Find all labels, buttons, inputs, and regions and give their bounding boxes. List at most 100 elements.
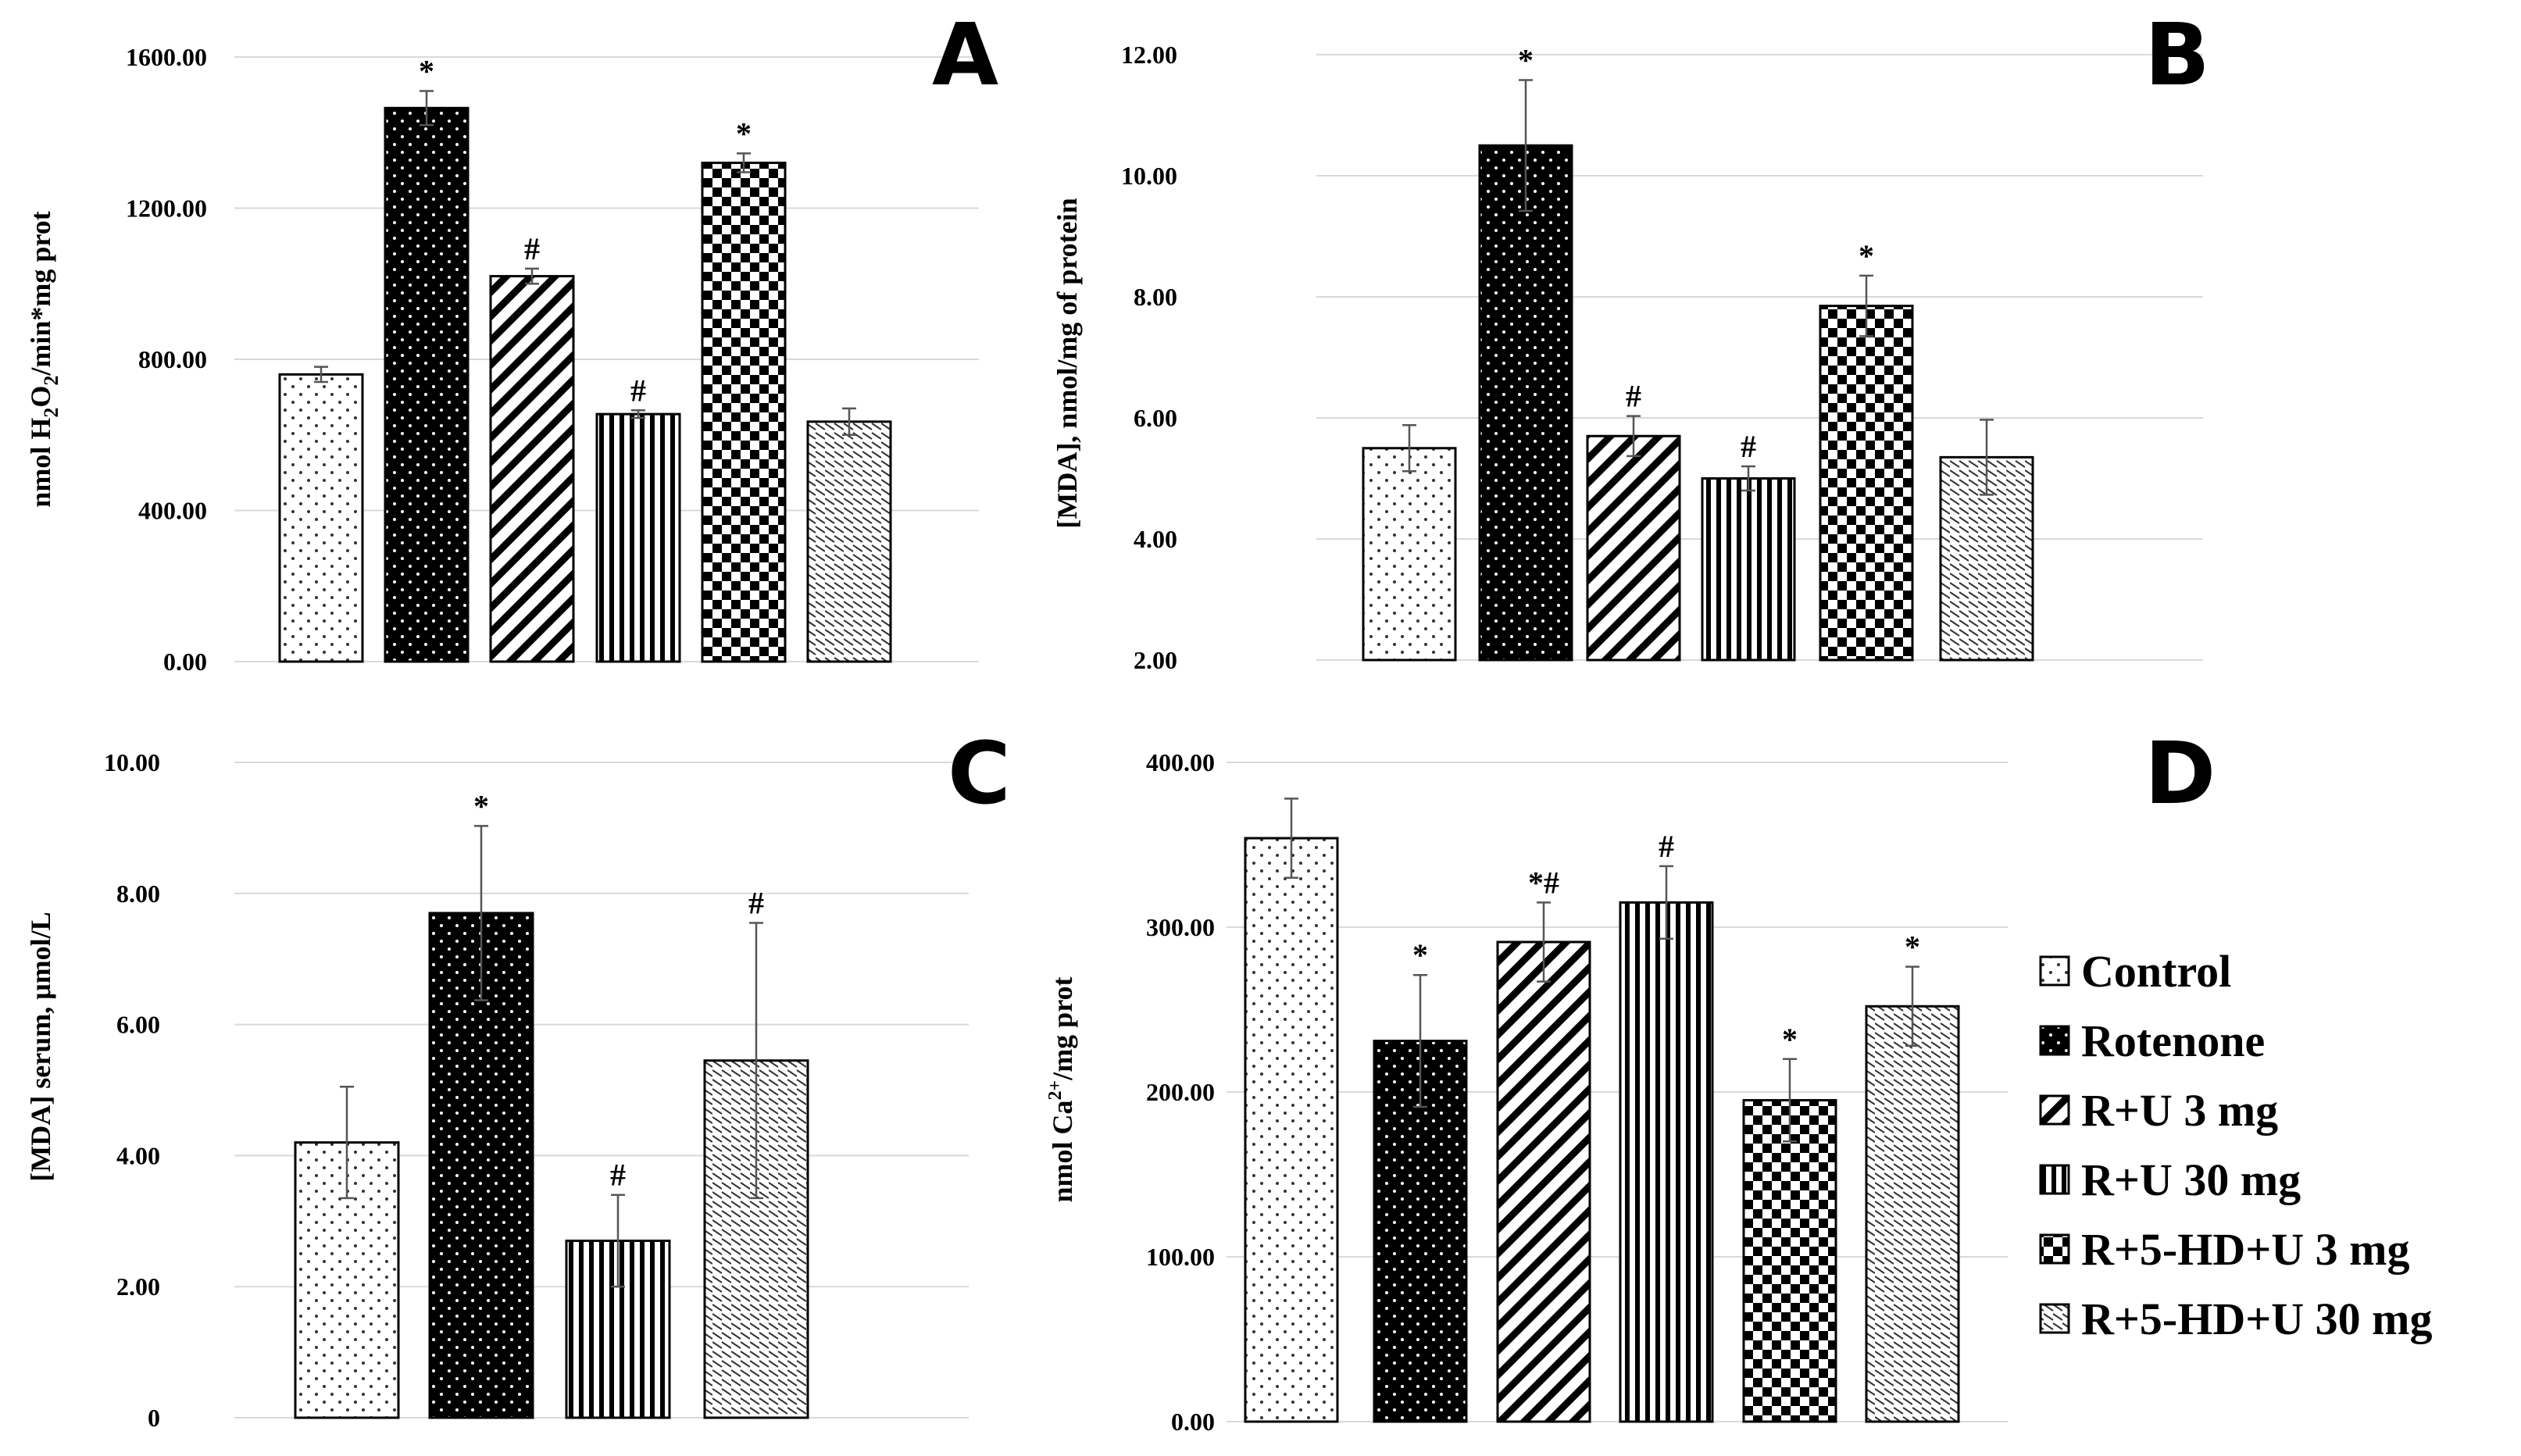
panel-letter-d: D: [2144, 723, 2216, 823]
panel-d-significance-r-5-hd-u-30-mg: *: [1905, 930, 1920, 965]
panel-d-significance-r-u-3-mg: *#: [1528, 865, 1559, 900]
panel-c-errorbar-r-u-30-mg: [611, 1194, 625, 1288]
panel-b-chart: 2.00 4.00 6.00 8.00 10.00 12.00 [MDA], nmol/mg…: [1052, 41, 2203, 674]
panel-b-errorbar-rotenone: [1519, 79, 1533, 212]
panel-a-errorbar-rotenone: [420, 90, 434, 127]
panel-b-ytick-label: 12.00: [1121, 41, 1177, 69]
panel-b-significance-rotenone: *: [1518, 43, 1534, 78]
legend-label-rotenone: Rotenone: [2081, 1015, 2265, 1066]
panel-b-errorbar-r-u-30-mg: [1741, 465, 1755, 492]
panel-a-ytick-label: 800.00: [138, 345, 207, 373]
panel-letter-a: A: [932, 5, 998, 105]
legend-swatch-control: [2039, 955, 2070, 987]
panel-b-ytick-label: 6.00: [1134, 404, 1177, 432]
panel-b-errorbar-control: [1402, 424, 1416, 473]
panel-d-ytick-label: 100.00: [1146, 1243, 1215, 1271]
panel-b-bar-r-u-3-mg: [1586, 434, 1681, 662]
panel-c-ytick-label: 8.00: [116, 880, 160, 908]
panel-b-significance-r-5-hd-u-3-mg: *: [1859, 238, 1874, 273]
panel-b-ytick-label: 10.00: [1121, 162, 1177, 190]
panel-a-ytick-label: 400.00: [138, 497, 207, 525]
legend-label-r-5-hd-u-3-mg: R+5-HD+U 3 mg: [2081, 1224, 2410, 1275]
panel-c-errorbar-rotenone: [474, 825, 488, 1001]
panel-a-errorbar-control: [314, 366, 328, 384]
legend-swatch-r-u-30-mg: [2039, 1164, 2070, 1195]
panel-c-ytick-label: 10.00: [104, 748, 160, 776]
legend-swatch-r-5-hd-u-30-mg: [2039, 1303, 2070, 1334]
panel-a-bar-r-5-hd-u-30-mg: [806, 420, 892, 663]
panel-d-ytick-label: 200.00: [1146, 1078, 1215, 1106]
panel-d-errorbar-control: [1284, 798, 1298, 879]
panel-c-ytick-label: 2.00: [116, 1272, 160, 1301]
panel-a-significance-r-u-3-mg: #: [524, 231, 540, 266]
panel-b-ytick-label: 8.00: [1134, 283, 1177, 311]
panel-c-significance-r-u-30-mg: #: [610, 1158, 626, 1193]
panel-d-errorbar-r-5-hd-u-30-mg: [1905, 965, 1919, 1047]
panel-d-significance-r-u-30-mg: #: [1659, 829, 1674, 864]
panel-d-bar-r-u-30-mg: [1619, 901, 1714, 1423]
panel-c-ylabel: [MDA] serum, μmol/L: [25, 912, 56, 1181]
legend-label-r-u-3-mg: R+U 3 mg: [2081, 1085, 2278, 1136]
panel-a-errorbar-r-u-3-mg: [525, 267, 539, 285]
panel-b-errorbar-r-5-hd-u-3-mg: [1859, 274, 1873, 337]
legend-swatch-r-5-hd-u-3-mg: [2039, 1233, 2070, 1265]
panel-b-ytick-label: 4.00: [1134, 525, 1177, 553]
panel-d-errorbar-r-5-hd-u-3-mg: [1783, 1058, 1797, 1143]
legend-label-r-u-30-mg: R+U 30 mg: [2081, 1154, 2301, 1205]
panel-d-errorbar-rotenone: [1413, 973, 1427, 1108]
panel-letter-b: B: [2144, 5, 2210, 105]
panel-c-ytick-label: 6.00: [116, 1011, 160, 1039]
panel-d-ytick-label: 300.00: [1146, 913, 1215, 941]
panel-c-significance-r-5-hd-u-30-mg: #: [748, 886, 764, 921]
panel-a-ytick-label: 0.00: [163, 648, 207, 676]
panel-c-ytick-label: 4.00: [116, 1141, 160, 1169]
panel-d-errorbar-r-u-3-mg: [1537, 901, 1551, 983]
panel-d-chart: 0.00 100.00 200.00 300.00 400.00 nmol Ca2+/mg…: [1045, 748, 2008, 1436]
legend-label-r-5-hd-u-30-mg: R+5-HD+U 30 mg: [2081, 1294, 2433, 1344]
panel-b-bar-r-5-hd-u-3-mg: [1819, 305, 1914, 662]
panel-d-significance-rotenone: *: [1412, 937, 1428, 972]
panel-a-significance-r-u-30-mg: #: [630, 373, 646, 408]
panel-b-errorbar-r-u-3-mg: [1627, 415, 1641, 458]
panel-b-significance-r-u-3-mg: #: [1626, 379, 1641, 414]
panel-d-significance-r-5-hd-u-3-mg: *: [1782, 1022, 1798, 1057]
panel-a-bar-r-5-hd-u-3-mg: [701, 161, 787, 663]
panel-c-significance-rotenone: *: [473, 788, 489, 823]
panel-a-significance-rotenone: *: [419, 54, 434, 89]
legend: Control Rotenone R+U 3 mg R+U 30 mg R+5-HD+U…: [2039, 946, 2433, 1344]
panel-b-ytick-label: 2.00: [1134, 646, 1177, 674]
panel-letter-c: C: [948, 723, 1011, 823]
panel-c-chart: 0 2.00 4.00 6.00 8.00 10.00 [MDA] serum, μmol/…: [25, 748, 969, 1432]
panel-a-ytick-label: 1600.00: [126, 43, 207, 71]
panel-a-ytick-label: 1200.00: [126, 194, 207, 223]
panel-a-bar-r-u-3-mg: [489, 275, 575, 663]
panel-a-chart: 0.00 400.00 800.00 1200.00 1600.00 nmol H2O2/…: [25, 43, 979, 676]
panel-d-bar-r-5-hd-u-3-mg: [1742, 1099, 1837, 1423]
panel-b-bar-control: [1362, 447, 1457, 662]
panel-c-errorbar-r-5-hd-u-30-mg: [749, 922, 763, 1200]
panel-a-errorbar-r-u-30-mg: [631, 409, 645, 419]
panel-a-errorbar-r-5-hd-u-3-mg: [737, 152, 751, 173]
panel-b-bar-rotenone: [1478, 144, 1573, 662]
panel-d-bar-r-u-3-mg: [1496, 940, 1591, 1423]
panel-d-errorbar-r-u-30-mg: [1659, 865, 1673, 940]
panel-a-bar-r-u-30-mg: [595, 412, 681, 663]
panel-a-ylabel: nmol H2O2/min*mg prot: [25, 211, 62, 507]
panel-d-bar-r-5-hd-u-30-mg: [1865, 1005, 1960, 1423]
legend-swatch-r-u-3-mg: [2039, 1094, 2070, 1126]
panel-a-significance-r-5-hd-u-3-mg: *: [736, 116, 752, 151]
panel-b-significance-r-u-30-mg: #: [1741, 429, 1756, 464]
panel-b-ylabel: [MDA], nmol/mg of protein: [1052, 198, 1083, 528]
panel-d-ytick-label: 400.00: [1146, 748, 1215, 776]
legend-swatch-rotenone: [2039, 1025, 2070, 1056]
panel-d-ytick-label: 0.00: [1171, 1408, 1215, 1436]
panel-d-ylabel: nmol Ca2+/mg prot: [1045, 976, 1078, 1202]
legend-label-control: Control: [2081, 946, 2231, 997]
panel-c-errorbar-control: [340, 1086, 354, 1200]
panel-b-bar-r-u-30-mg: [1701, 477, 1796, 662]
panel-c-ytick-label: 0: [148, 1404, 160, 1432]
panel-a-errorbar-r-5-hd-u-30-mg: [842, 407, 856, 436]
panel-d-bar-control: [1244, 837, 1339, 1423]
panel-b-errorbar-r-5-hd-u-30-mg: [1980, 419, 1994, 496]
